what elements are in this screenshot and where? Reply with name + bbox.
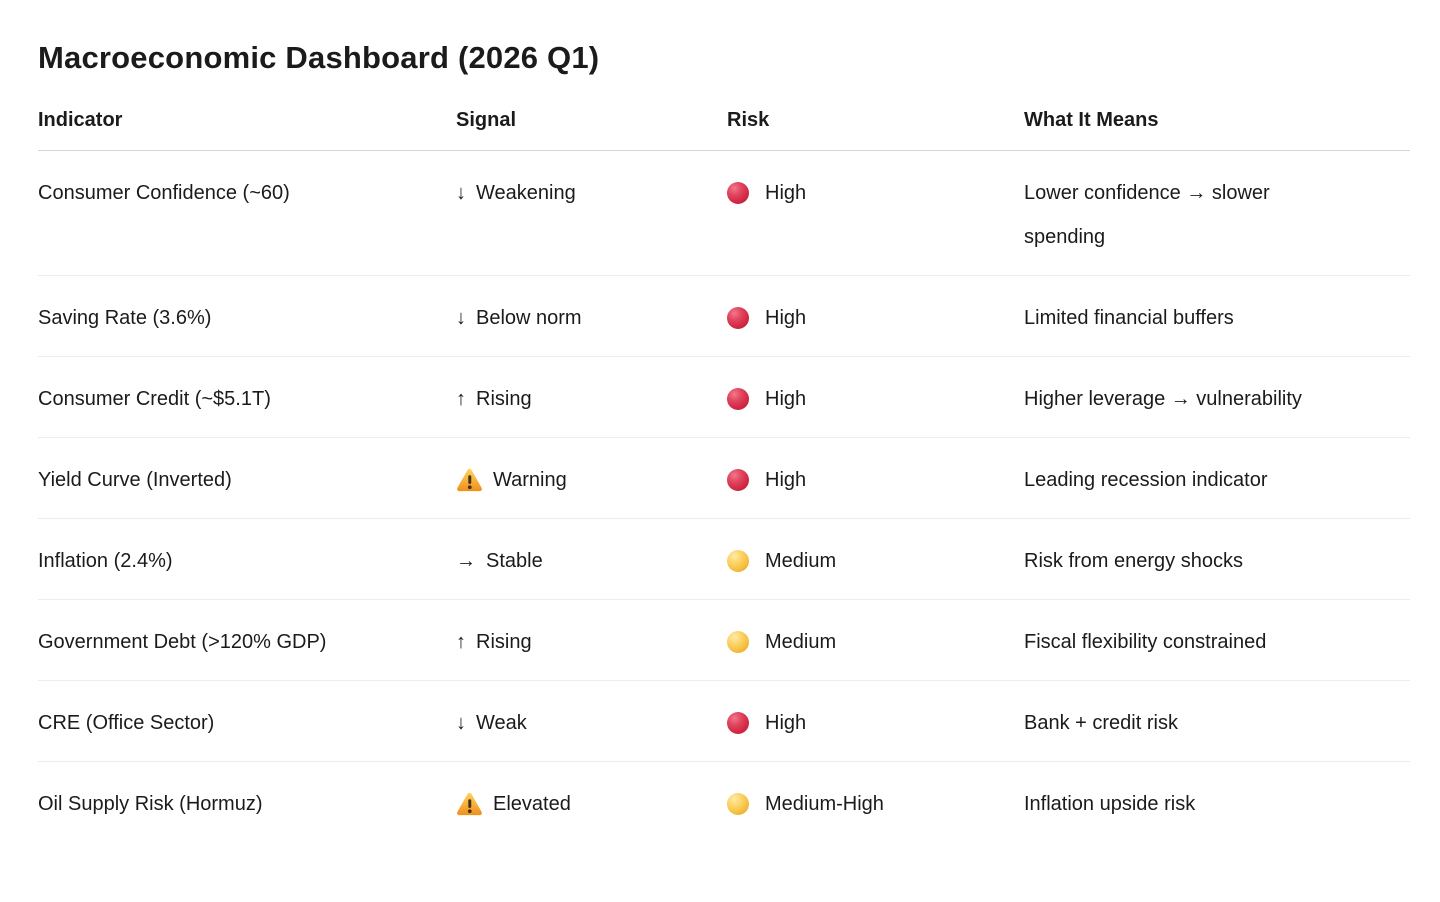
page-title: Macroeconomic Dashboard (2026 Q1) [38,40,600,75]
column-header-risk: Risk [727,109,770,131]
table-row: Yield Curve (Inverted) Warning High Lead… [38,438,1410,519]
indicator-cell: Government Debt (>120% GDP) [38,631,327,653]
up-arrow-icon: ↑ [456,388,466,410]
risk-label: High [765,388,807,410]
red-circle-icon [727,388,749,410]
signal-label: Warning [493,469,567,491]
table-header-row: Indicator Signal Risk What It Means [38,80,1410,151]
warning-triangle-icon [456,468,483,492]
signal-label: Elevated [493,793,571,815]
signal-cell: → Stable [456,539,727,583]
signal-label: Rising [476,388,532,410]
meaning-cell: Risk from energy shocks [1024,539,1410,583]
meaning-text: Risk from energy shocks [1024,550,1243,572]
yellow-circle-icon [727,550,749,572]
risk-cell: High [727,377,1024,421]
signal-cell: Warning [456,458,727,502]
table-row: Inflation (2.4%) → Stable Medium Risk fr… [38,519,1410,600]
table-row: Consumer Credit (~$5.1T) ↑ Rising High H… [38,357,1410,438]
risk-cell: High [727,296,1024,340]
meaning-cell: Fiscal flexibility constrained [1024,620,1410,664]
meaning-text: Higher leverage → vulnerability [1024,388,1302,410]
signal-cell: ↓ Weakening [456,171,727,215]
risk-label: High [765,182,807,204]
signal-cell: Elevated [456,782,727,826]
table-body: Consumer Confidence (~60) ↓ Weakening Hi… [38,151,1410,842]
meaning-cell: Bank + credit risk [1024,701,1410,745]
signal-cell: ↓ Weak [456,701,727,745]
signal-cell: ↑ Rising [456,377,727,421]
column-header-what-it-means: What It Means [1024,109,1159,131]
risk-label: Medium-High [765,793,884,815]
meaning-cell: Limited financial buffers [1024,296,1410,340]
risk-cell: Medium-High [727,782,1024,826]
table-row: Saving Rate (3.6%) ↓ Below norm High Lim… [38,276,1410,357]
red-circle-icon [727,307,749,329]
meaning-text: Leading recession indicator [1024,469,1268,491]
signal-cell: ↑ Rising [456,620,727,664]
signal-label: Below norm [476,307,582,329]
risk-cell: Medium [727,620,1024,664]
risk-cell: Medium [727,539,1024,583]
risk-label: High [765,469,807,491]
down-arrow-icon: ↓ [456,712,466,734]
meaning-text: Bank + credit risk [1024,712,1178,734]
risk-label: Medium [765,550,837,572]
meaning-cell: Lower confidence → slower spending [1024,171,1410,259]
table-row: Government Debt (>120% GDP) ↑ Rising Med… [38,600,1410,681]
signal-label: Weak [476,712,527,734]
meaning-cell: Inflation upside risk [1024,782,1410,826]
up-arrow-icon: ↑ [456,631,466,653]
meaning-text: Fiscal flexibility constrained [1024,631,1267,653]
red-circle-icon [727,712,749,734]
meaning-text: Inflation upside risk [1024,793,1196,815]
yellow-circle-icon [727,793,749,815]
signal-label: Stable [486,550,543,572]
right-arrow-icon: → [456,550,476,572]
meaning-text: Lower confidence → slower spending [1024,182,1270,248]
meaning-cell: Higher leverage → vulnerability [1024,377,1410,421]
indicator-cell: Oil Supply Risk (Hormuz) [38,793,263,815]
risk-label: High [765,307,807,329]
column-header-signal: Signal [456,109,517,131]
indicator-cell: Yield Curve (Inverted) [38,469,232,491]
risk-label: Medium [765,631,837,653]
red-circle-icon [727,182,749,204]
table-row: Oil Supply Risk (Hormuz) Elevated Medium… [38,762,1410,842]
indicator-cell: CRE (Office Sector) [38,712,215,734]
risk-cell: High [727,701,1024,745]
signal-cell: ↓ Below norm [456,296,727,340]
signal-label: Weakening [476,182,576,204]
risk-cell: High [727,458,1024,502]
macro-dashboard: Macroeconomic Dashboard (2026 Q1) Indica… [0,36,1410,842]
warning-triangle-icon [456,792,483,816]
meaning-text: Limited financial buffers [1024,307,1234,329]
down-arrow-icon: ↓ [456,182,466,204]
indicator-cell: Inflation (2.4%) [38,550,173,572]
column-header-indicator: Indicator [38,109,123,131]
table-row: Consumer Confidence (~60) ↓ Weakening Hi… [38,151,1410,276]
indicator-cell: Consumer Credit (~$5.1T) [38,388,271,410]
down-arrow-icon: ↓ [456,307,466,329]
table-row: CRE (Office Sector) ↓ Weak High Bank + c… [38,681,1410,762]
indicator-cell: Consumer Confidence (~60) [38,182,290,204]
indicators-table: Indicator Signal Risk What It Means Cons… [38,80,1410,842]
meaning-cell: Leading recession indicator [1024,458,1410,502]
red-circle-icon [727,469,749,491]
yellow-circle-icon [727,631,749,653]
risk-label: High [765,712,807,734]
signal-label: Rising [476,631,532,653]
indicator-cell: Saving Rate (3.6%) [38,307,212,329]
risk-cell: High [727,171,1024,215]
